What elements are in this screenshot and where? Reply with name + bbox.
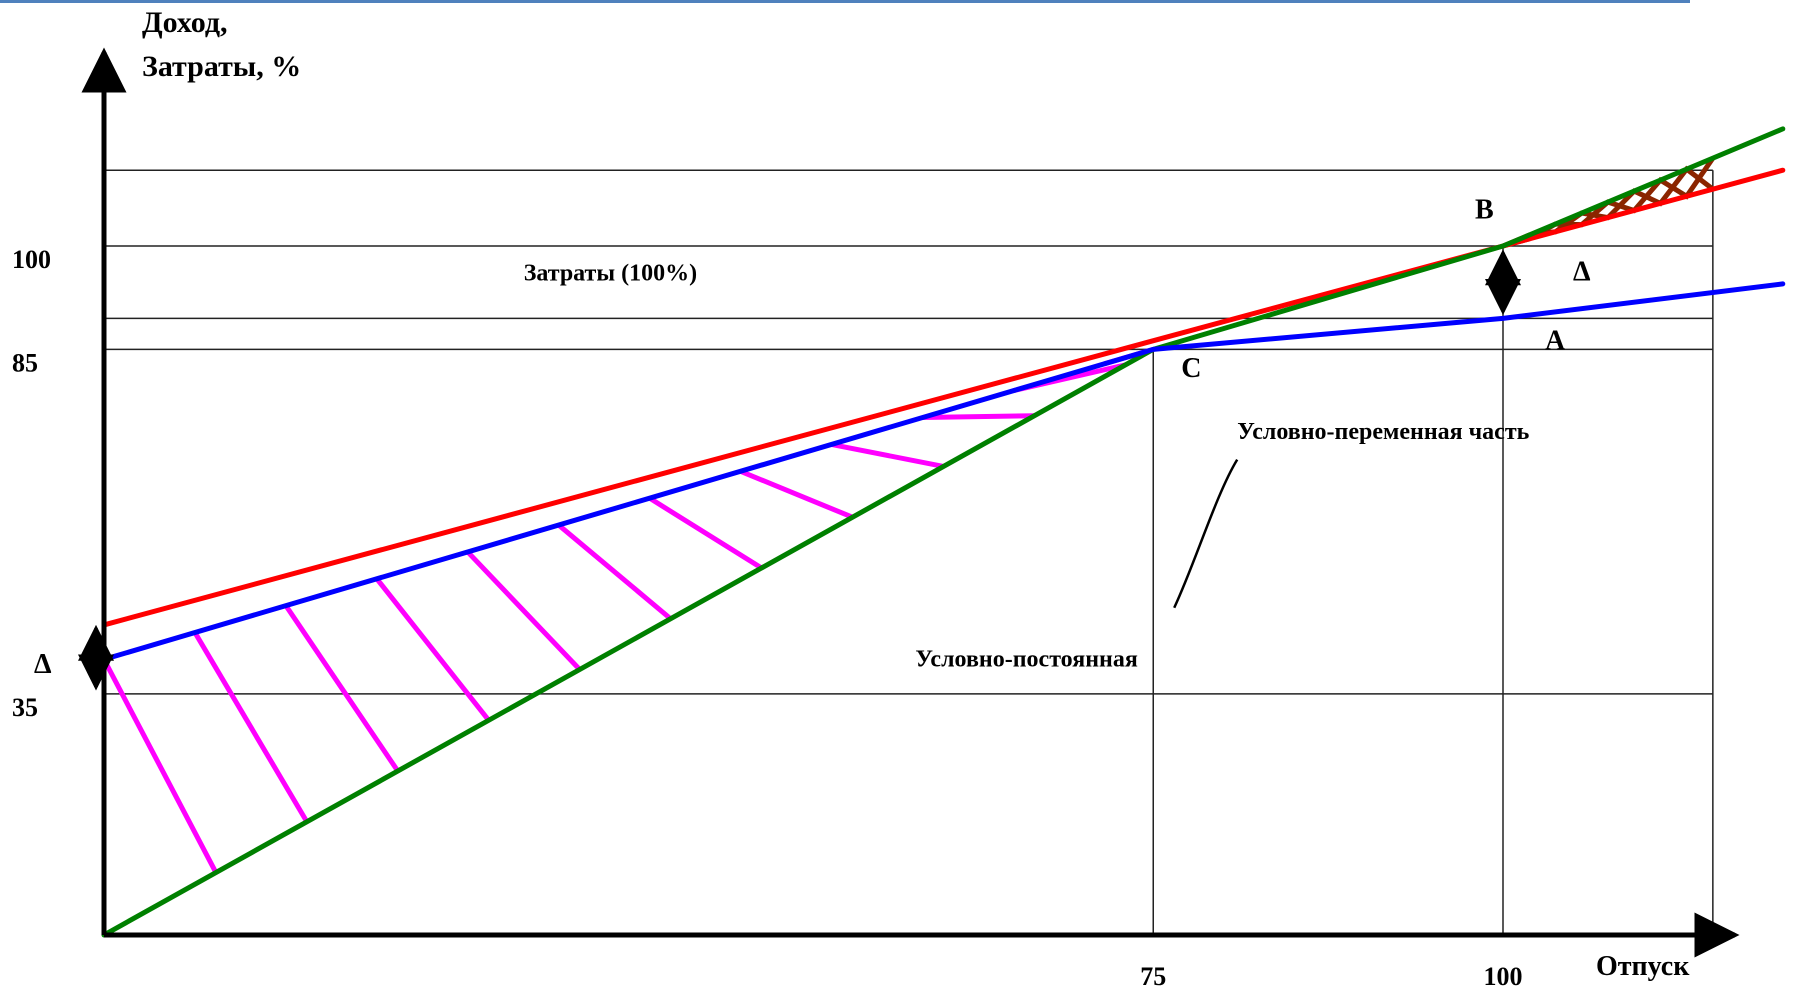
- y-tick-label-1: 85: [12, 348, 38, 377]
- y-tick-label-0: 35: [12, 693, 38, 722]
- loss_zone-hatch: [739, 468, 854, 520]
- series-variable_part: [101, 281, 1786, 662]
- loss_zone-hatch: [557, 523, 673, 621]
- series-layer: [101, 126, 1786, 938]
- delta-arrows: [78, 249, 1521, 691]
- x-tick-label-0: 75: [1140, 962, 1166, 987]
- grid-lines: [104, 169, 1714, 935]
- y-axis-title-line-2: Затраты, %: [142, 50, 301, 83]
- annotation-delta_left: Δ: [34, 649, 52, 680]
- x-tick-label-1: 100: [1484, 962, 1523, 987]
- loss_zone-hatch: [830, 441, 944, 469]
- annotation-delta_right: Δ: [1573, 256, 1591, 287]
- y-axis-title-line-1: Доход,: [142, 6, 228, 39]
- annotation-point_c: С: [1181, 353, 1201, 384]
- annotation-fixed_label: Условно-постоянная: [915, 646, 1137, 672]
- variable-part-leader-line: [1173, 458, 1239, 609]
- annotations: Затраты (100%) В Δ А С Условно-переменная час…: [34, 194, 1591, 680]
- hatch-layer: [101, 156, 1715, 874]
- loss_zone-hatch: [101, 658, 219, 874]
- loss_zone-hatch: [374, 577, 491, 722]
- top-accent-rule: [0, 0, 1690, 3]
- loss_zone-hatch: [922, 413, 1035, 421]
- y-tick-label-2: 100: [12, 245, 51, 274]
- series-total_cost: [101, 167, 1786, 628]
- annotation-point_a: А: [1545, 325, 1566, 356]
- annotation-costs_label: Затраты (100%): [524, 260, 697, 286]
- loss_zone-hatch: [192, 631, 310, 824]
- x-axis-title: Отпуск: [1596, 951, 1690, 982]
- annotation-point_b: В: [1475, 194, 1494, 225]
- axes: [81, 47, 1740, 958]
- loss_zone-hatch: [465, 550, 582, 672]
- annotation-variable_label: Условно-переменная часть: [1237, 419, 1529, 445]
- loss_zone-hatch: [283, 604, 400, 773]
- series-revenue: [101, 126, 1786, 938]
- loss_zone-hatch: [648, 496, 763, 571]
- tick-labels: 35 85 100 75 100: [12, 245, 1523, 987]
